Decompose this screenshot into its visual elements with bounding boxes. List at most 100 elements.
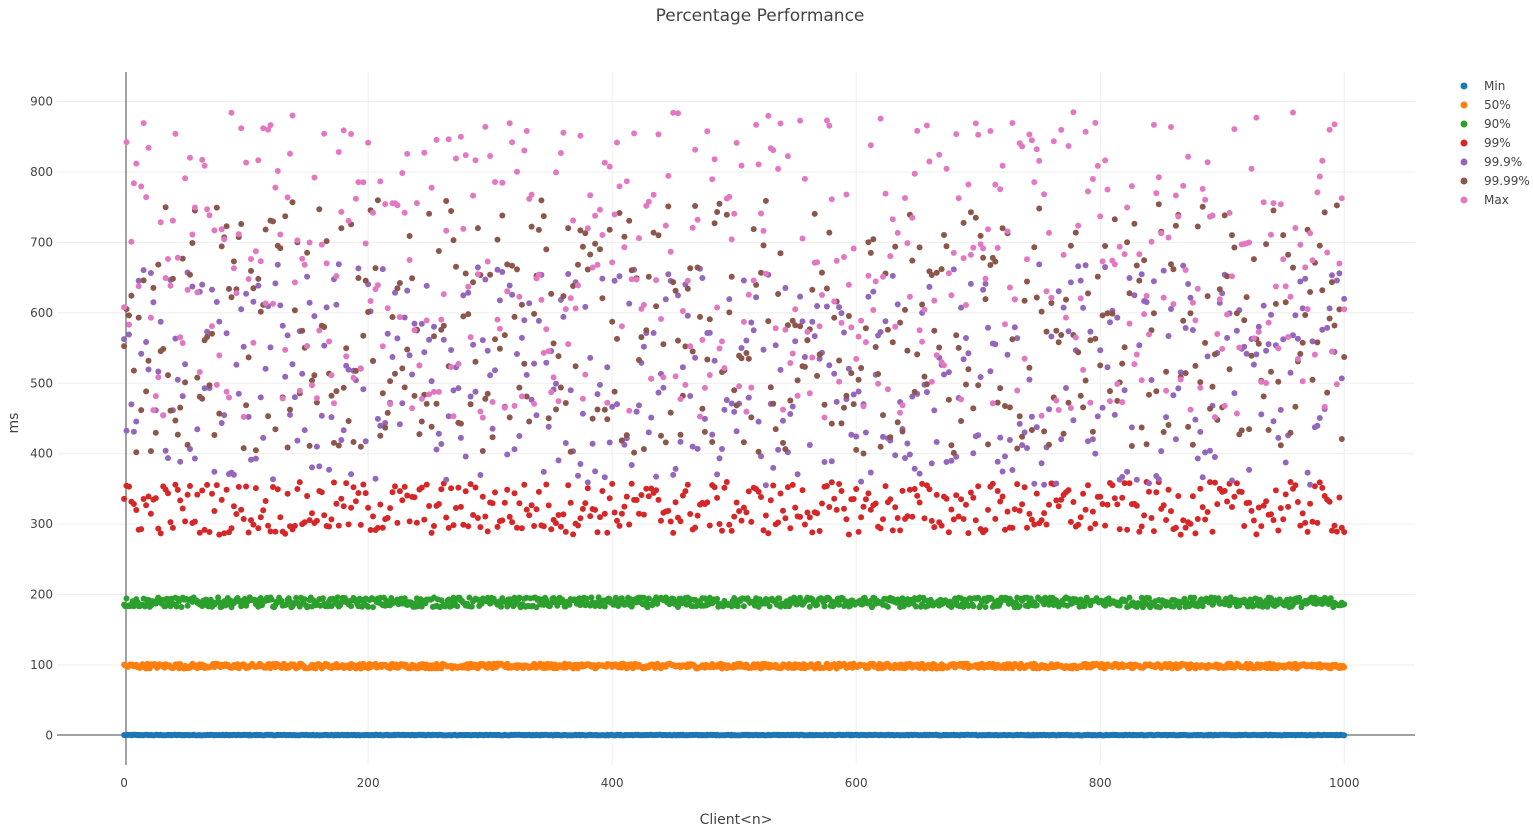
data-point bbox=[1089, 508, 1096, 515]
data-point bbox=[1238, 427, 1245, 434]
data-point bbox=[174, 254, 181, 261]
data-point bbox=[1041, 191, 1048, 198]
data-point bbox=[1016, 603, 1023, 610]
data-point bbox=[126, 321, 132, 328]
data-point bbox=[1199, 603, 1206, 610]
data-point bbox=[1002, 453, 1008, 460]
y-tick-label: 0 bbox=[45, 728, 53, 742]
data-point bbox=[1028, 137, 1035, 144]
data-point bbox=[972, 214, 979, 221]
data-point bbox=[340, 384, 347, 391]
data-point bbox=[128, 292, 135, 299]
data-point bbox=[257, 394, 264, 401]
data-point bbox=[941, 362, 947, 369]
data-point bbox=[755, 488, 762, 495]
data-point bbox=[582, 500, 589, 507]
data-point bbox=[894, 515, 901, 521]
data-point bbox=[1097, 362, 1104, 369]
data-point bbox=[1180, 182, 1187, 189]
data-point bbox=[1189, 493, 1196, 500]
data-point bbox=[1080, 304, 1087, 311]
data-point bbox=[1080, 404, 1087, 411]
data-point bbox=[416, 431, 423, 438]
data-point bbox=[1060, 251, 1067, 258]
data-point bbox=[189, 283, 196, 290]
data-point bbox=[213, 381, 220, 388]
data-point bbox=[880, 412, 886, 419]
data-point bbox=[257, 258, 264, 265]
data-point bbox=[967, 251, 974, 258]
data-point bbox=[740, 439, 747, 446]
data-point bbox=[204, 481, 211, 488]
data-point bbox=[1255, 340, 1262, 347]
data-point bbox=[1260, 302, 1267, 309]
data-point bbox=[831, 495, 838, 502]
data-point bbox=[1033, 294, 1040, 301]
data-point bbox=[1282, 491, 1289, 498]
data-point bbox=[1143, 292, 1150, 299]
data-point bbox=[257, 308, 264, 315]
data-point bbox=[594, 391, 601, 398]
data-point bbox=[902, 195, 908, 201]
data-point bbox=[467, 401, 474, 408]
data-point bbox=[191, 204, 198, 211]
data-point bbox=[923, 122, 930, 129]
data-point bbox=[736, 508, 743, 515]
data-point bbox=[331, 479, 337, 486]
data-point bbox=[721, 365, 728, 372]
data-point bbox=[448, 208, 455, 214]
data-point bbox=[770, 482, 777, 489]
data-point bbox=[575, 522, 581, 529]
data-point bbox=[460, 313, 467, 320]
data-point bbox=[775, 291, 782, 297]
data-point bbox=[1075, 222, 1082, 229]
data-point bbox=[899, 595, 906, 602]
data-point bbox=[406, 257, 413, 263]
data-point bbox=[1153, 388, 1160, 395]
data-point bbox=[740, 277, 747, 284]
data-point bbox=[272, 528, 279, 535]
data-point bbox=[411, 494, 418, 501]
data-point bbox=[216, 531, 223, 538]
data-point bbox=[321, 130, 328, 137]
data-point bbox=[595, 594, 602, 601]
data-point bbox=[714, 209, 721, 215]
data-point bbox=[457, 434, 464, 441]
data-point bbox=[650, 330, 657, 336]
data-point bbox=[792, 595, 799, 602]
data-point bbox=[472, 157, 479, 164]
data-point bbox=[1187, 406, 1194, 413]
data-point bbox=[985, 324, 991, 331]
data-point bbox=[682, 343, 689, 350]
data-point bbox=[618, 437, 625, 444]
data-point bbox=[545, 348, 552, 355]
data-point bbox=[1043, 328, 1050, 335]
data-point bbox=[482, 276, 489, 283]
data-point bbox=[1024, 445, 1030, 451]
data-point bbox=[782, 326, 789, 333]
data-point bbox=[1182, 370, 1189, 377]
data-point bbox=[633, 497, 640, 503]
data-point bbox=[1294, 499, 1301, 505]
data-point bbox=[1153, 489, 1160, 496]
data-point bbox=[782, 285, 789, 291]
data-point bbox=[179, 393, 186, 400]
data-point bbox=[1099, 258, 1106, 265]
data-point bbox=[209, 286, 215, 293]
data-point bbox=[1150, 278, 1157, 285]
data-point bbox=[545, 502, 552, 509]
data-point bbox=[223, 330, 230, 337]
data-point bbox=[487, 153, 494, 159]
data-point bbox=[355, 265, 362, 272]
data-point bbox=[1002, 526, 1008, 533]
data-point bbox=[1202, 516, 1209, 523]
data-point bbox=[672, 287, 679, 294]
data-point bbox=[877, 525, 884, 532]
data-point bbox=[799, 318, 806, 325]
data-point bbox=[743, 350, 750, 356]
data-point bbox=[877, 115, 884, 122]
data-point bbox=[316, 327, 323, 334]
data-point bbox=[780, 507, 786, 514]
data-point bbox=[748, 384, 755, 391]
data-point bbox=[1136, 342, 1143, 349]
